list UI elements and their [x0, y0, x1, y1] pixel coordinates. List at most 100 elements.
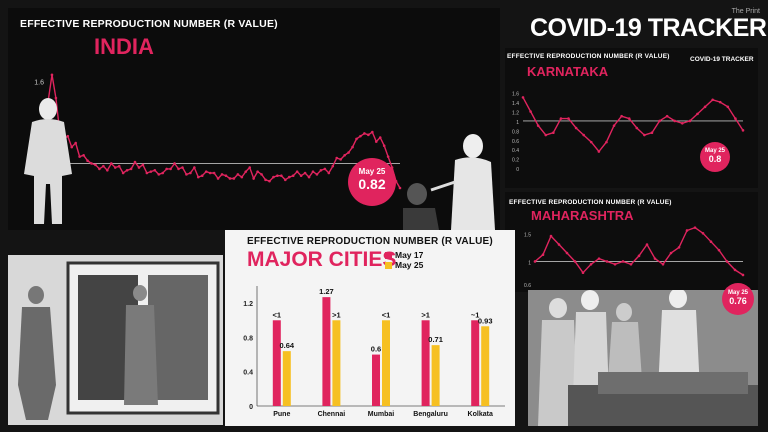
india-data-point	[382, 144, 386, 148]
india-data-point	[216, 177, 220, 180]
maharashtra-y-tick-label: 0.6	[524, 283, 531, 289]
tracker-title: COVID-19 TRACKER	[530, 14, 767, 42]
india-line-chart: 1.61.20.6	[34, 73, 402, 223]
cities-bar-label: ~1	[471, 310, 480, 319]
maharashtra-data-point	[573, 260, 577, 263]
karnataka-data-point	[696, 112, 699, 116]
cities-bar-label: 0.6	[371, 345, 381, 354]
india-data-point	[276, 174, 279, 178]
karnataka-y-tick-label: 1	[516, 120, 519, 126]
karnataka-y-tick-label: 1.6	[512, 92, 519, 98]
india-chart-header: EFFECTIVE REPRODUCTION NUMBER (R VALUE)	[20, 18, 278, 30]
india-data-point	[133, 160, 137, 164]
karnataka-data-point	[635, 126, 639, 130]
cities-y-tick-label: 1.2	[243, 301, 253, 308]
india-data-point	[351, 145, 354, 149]
india-data-point	[117, 164, 121, 168]
maharashtra-callout-value: 0.76	[729, 296, 747, 306]
maharashtra-data-point	[637, 254, 641, 258]
karnataka-data-point	[605, 140, 608, 144]
karnataka-y-tick-label: 0.4	[512, 148, 519, 154]
karnataka-y-tick-label: 0	[516, 167, 519, 173]
cities-bar-label: >1	[421, 310, 430, 319]
cities-legend: May 17 May 25	[385, 250, 423, 270]
india-title: INDIA	[94, 34, 154, 59]
cities-bar-label: 0.64	[279, 341, 294, 350]
cities-bar-label: <1	[382, 310, 391, 319]
maharashtra-data-point	[741, 273, 745, 277]
india-data-point	[287, 175, 291, 179]
india-data-point	[208, 171, 212, 175]
india-data-point	[212, 171, 216, 175]
karnataka-series-line	[522, 97, 744, 153]
india-data-point	[129, 167, 133, 171]
maharashtra-data-point	[557, 243, 561, 246]
karnataka-title: KARNATAKA	[527, 64, 609, 79]
india-data-point	[220, 173, 224, 176]
india-data-point	[228, 177, 232, 180]
india-data-point	[339, 158, 342, 161]
india-data-point	[244, 170, 248, 173]
maharashtra-data-point	[669, 251, 673, 255]
maharashtra-data-point	[653, 257, 657, 260]
maharashtra-data-point	[709, 240, 713, 244]
india-data-point	[371, 130, 374, 134]
maharashtra-line-chart: 1.5 1 0.6	[524, 226, 745, 289]
india-data-point	[149, 170, 153, 173]
karnataka-data-point	[544, 133, 548, 137]
karnataka-data-point	[627, 117, 631, 120]
karnataka-y-tick-label: 0.8	[512, 129, 519, 135]
india-data-point	[121, 171, 125, 175]
cities-category-label: Pune	[273, 411, 290, 418]
karnataka-data-point	[612, 124, 616, 127]
india-data-point	[343, 153, 346, 157]
maharashtra-data-point	[565, 251, 569, 255]
karnataka-data-point	[589, 140, 593, 144]
india-data-point	[331, 164, 335, 168]
cities-bar-may25	[332, 320, 341, 406]
karnataka-data-point	[536, 124, 540, 127]
karnataka-data-point	[620, 114, 623, 118]
cities-y-tick-label: 0.8	[243, 335, 253, 342]
india-data-point	[272, 175, 275, 179]
karnataka-data-point	[741, 129, 745, 132]
india-panel: EFFECTIVE REPRODUCTION NUMBER (R VALUE) …	[8, 8, 500, 230]
india-data-point	[268, 179, 271, 183]
india-data-point	[98, 167, 101, 171]
india-data-point	[319, 168, 323, 172]
india-data-point	[363, 132, 366, 135]
maharashtra-data-point	[613, 262, 617, 266]
india-data-point	[280, 174, 283, 178]
india-data-point	[54, 96, 58, 100]
cities-bar-chart: 1.2 0.8 0.4 0 <1 0.64 Pune 1.27 >1 Chennai 0.6 <1 Mu…	[243, 286, 505, 418]
india-data-point	[240, 175, 244, 179]
india-data-point	[256, 170, 259, 173]
cities-y-tick-label: 0	[249, 404, 253, 411]
india-data-point	[295, 170, 299, 173]
maharashtra-data-point	[701, 231, 705, 235]
maharashtra-data-point	[533, 260, 537, 263]
karnataka-data-point	[665, 114, 669, 118]
india-data-point	[90, 162, 93, 165]
india-data-point	[307, 175, 311, 179]
india-data-point	[303, 171, 307, 175]
india-data-point	[173, 162, 176, 165]
maharashtra-data-point	[677, 246, 681, 249]
maharashtra-title: MAHARASHTRA	[531, 208, 634, 223]
india-data-point	[323, 167, 327, 171]
karnataka-data-point	[650, 131, 654, 135]
india-data-point	[260, 173, 263, 176]
maharashtra-panel: EFFECTIVE REPRODUCTION NUMBER (R VALUE) …	[505, 192, 758, 292]
major-cities-panel: EFFECTIVE REPRODUCTION NUMBER (R VALUE) …	[225, 230, 515, 426]
india-data-point	[161, 171, 164, 175]
india-data-point	[284, 178, 287, 182]
india-data-point	[137, 166, 141, 169]
india-data-point	[398, 186, 402, 190]
cities-y-tick-label: 0.4	[243, 370, 253, 377]
cities-bar-may17	[322, 297, 331, 406]
india-data-point	[311, 170, 315, 173]
cities-bar-label: <1	[273, 310, 282, 319]
india-data-point	[200, 174, 204, 178]
india-data-point	[169, 167, 172, 171]
maharashtra-data-point	[685, 229, 689, 232]
